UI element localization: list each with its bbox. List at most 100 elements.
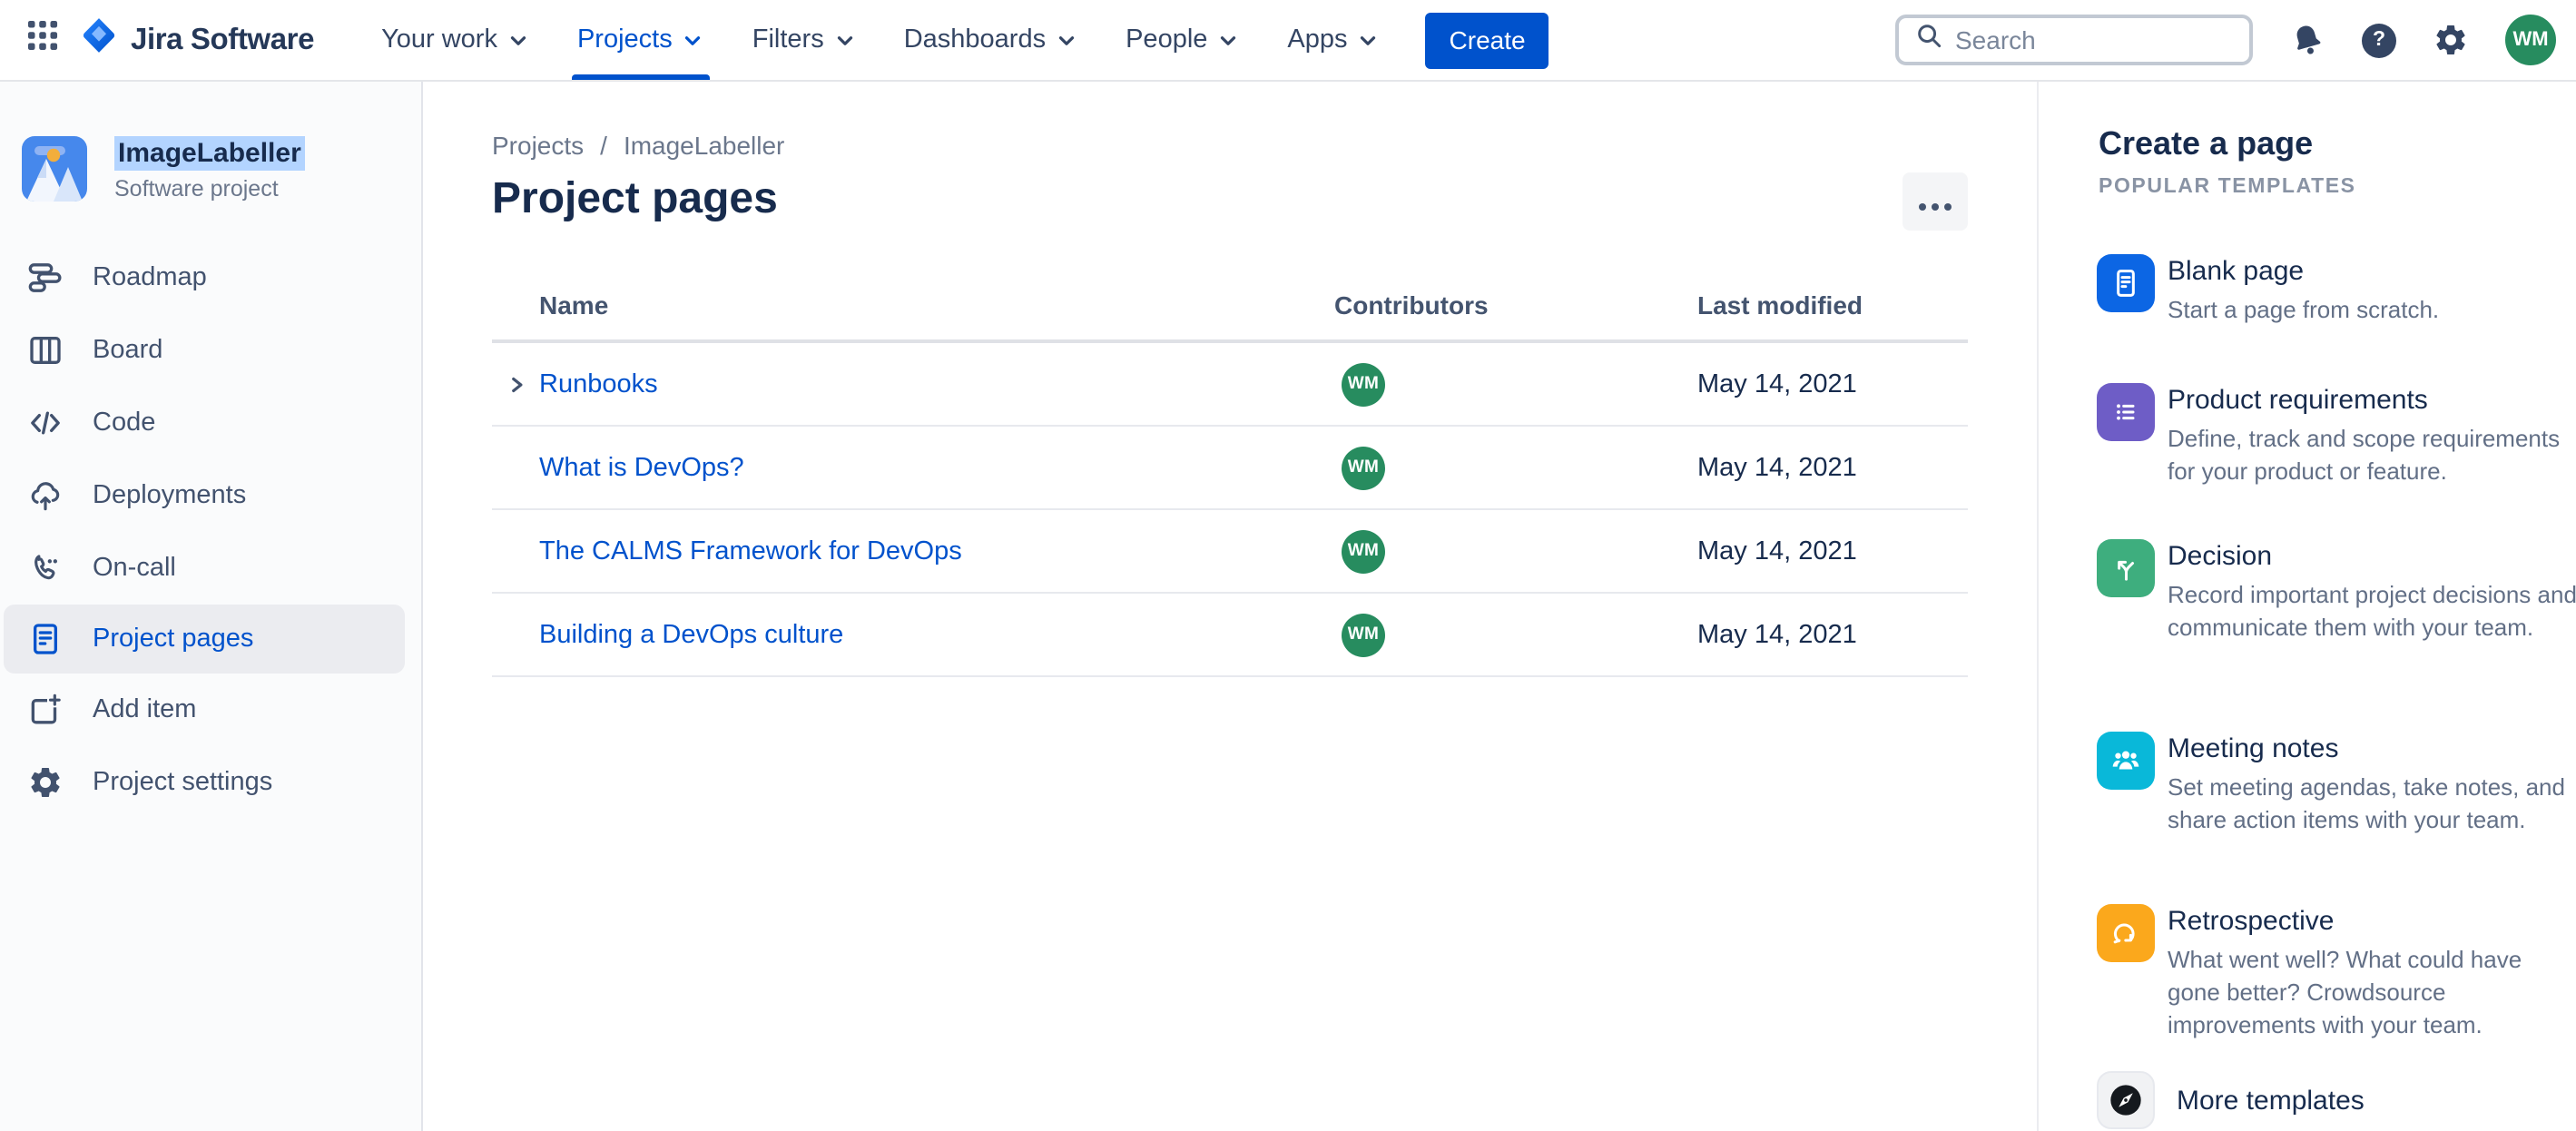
settings-gear-icon[interactable] xyxy=(2433,22,2469,58)
template-decision[interactable]: Decision Record important project decisi… xyxy=(2097,539,2576,644)
menu-label: Projects xyxy=(576,25,673,54)
template-body: Retrospective What went well? What could… xyxy=(2168,904,2576,1042)
search-input[interactable] xyxy=(1955,25,2233,54)
sidebar-item-label: Deployments xyxy=(93,481,247,510)
menu-dashboards[interactable]: Dashboards xyxy=(880,0,1102,80)
name-cell: What is DevOps? xyxy=(492,451,1334,484)
project-type: Software project xyxy=(114,175,279,201)
page-link[interactable]: Building a DevOps culture xyxy=(539,620,844,649)
compass-icon xyxy=(2097,1071,2155,1129)
menu-label: Filters xyxy=(752,25,824,54)
template-name: Product requirements xyxy=(2168,385,2428,416)
sidebar-item-code[interactable]: Code xyxy=(0,387,421,459)
column-header-name: Name xyxy=(539,290,609,320)
menu-projects[interactable]: Projects xyxy=(554,0,729,80)
sidebar-nav: Roadmap Board Code xyxy=(0,241,421,819)
menu-label: Apps xyxy=(1287,25,1348,54)
expand-chevron-icon[interactable] xyxy=(505,372,528,396)
page-link[interactable]: What is DevOps? xyxy=(539,453,744,482)
menu-apps[interactable]: Apps xyxy=(1263,0,1403,80)
chevron-down-icon xyxy=(682,28,705,52)
template-desc: Define, track and scope requirements for… xyxy=(2168,425,2561,485)
create-page-panel: Create a page POPULAR TEMPLATES Blank pa… xyxy=(2037,82,2576,1131)
sidebar-item-label: Code xyxy=(93,408,156,438)
page-link[interactable]: Runbooks xyxy=(539,369,658,398)
requirements-list-icon xyxy=(2097,383,2155,441)
app-switcher-button[interactable] xyxy=(0,20,80,60)
template-body: Decision Record important project decisi… xyxy=(2168,539,2576,644)
more-templates-label: More templates xyxy=(2177,1085,2365,1116)
more-actions-button[interactable] xyxy=(1903,172,1968,231)
contributors-cell: WM xyxy=(1334,446,1697,489)
contributor-avatar: WM xyxy=(1342,613,1385,656)
menu-your-work[interactable]: Your work xyxy=(358,0,554,80)
sidebar-item-label: Roadmap xyxy=(93,263,207,292)
more-templates-button[interactable]: More templates xyxy=(2097,1071,2365,1129)
sidebar-item-project-pages[interactable]: Project pages xyxy=(4,605,405,674)
help-icon[interactable]: ? xyxy=(2362,23,2396,57)
menu-label: People xyxy=(1126,25,1208,54)
menu-filters[interactable]: Filters xyxy=(729,0,880,80)
sidebar-item-label: On-call xyxy=(93,554,176,583)
project-avatar xyxy=(22,136,87,202)
template-name: Meeting notes xyxy=(2168,733,2339,764)
user-avatar[interactable]: WM xyxy=(2505,15,2556,65)
table-row: Runbooks WM May 14, 2021 xyxy=(492,343,1968,427)
project-header: ImageLabeller Software project xyxy=(22,135,399,202)
column-header-contributors: Contributors xyxy=(1334,290,1489,320)
breadcrumb-projects[interactable]: Projects xyxy=(492,131,585,160)
template-meeting-notes[interactable]: Meeting notes Set meeting agendas, take … xyxy=(2097,732,2576,837)
sidebar-item-label: Board xyxy=(93,336,163,365)
panel-title: Create a page xyxy=(2099,125,2314,162)
title-row: Project pages xyxy=(492,172,1968,231)
template-body: Meeting notes Set meeting agendas, take … xyxy=(2168,732,2576,837)
template-product-requirements[interactable]: Product requirements Define, track and s… xyxy=(2097,383,2576,488)
add-item-icon xyxy=(27,692,64,728)
page-link[interactable]: The CALMS Framework for DevOps xyxy=(539,536,962,566)
contributors-cell: WM xyxy=(1334,362,1697,406)
help-glyph: ? xyxy=(2372,29,2386,51)
sidebar-item-oncall[interactable]: On-call xyxy=(0,532,421,605)
sidebar-item-roadmap[interactable]: Roadmap xyxy=(0,241,421,314)
blank-page-icon xyxy=(2097,254,2155,312)
chevron-down-icon xyxy=(1357,28,1381,52)
breadcrumb-imagelabeller[interactable]: ImageLabeller xyxy=(623,131,785,160)
people-group-icon xyxy=(2097,732,2155,790)
create-button[interactable]: Create xyxy=(1425,12,1549,68)
project-sidebar: ImageLabeller Software project Roadmap xyxy=(0,82,423,1131)
template-desc: Start a page from scratch. xyxy=(2168,296,2440,323)
last-modified-cell: May 14, 2021 xyxy=(1697,369,1857,398)
chevron-down-icon xyxy=(833,28,857,52)
menu-label: Your work xyxy=(381,25,497,54)
project-name: ImageLabeller xyxy=(114,135,305,170)
navbar-menu: Your work Projects Filters Dashboards Pe… xyxy=(358,0,1403,80)
table-row: The CALMS Framework for DevOps WM May 14… xyxy=(492,510,1968,594)
template-retrospective[interactable]: Retrospective What went well? What could… xyxy=(2097,904,2576,1042)
popular-templates-label: POPULAR TEMPLATES xyxy=(2099,176,2356,198)
notifications-bell-icon[interactable] xyxy=(2289,22,2325,58)
name-cell: Building a DevOps culture xyxy=(492,618,1334,651)
jira-diamond-icon xyxy=(80,16,118,64)
table-row: Building a DevOps culture WM May 14, 202… xyxy=(492,594,1968,677)
sidebar-item-label: Project settings xyxy=(93,768,273,797)
pages-table: Name Contributors Last modified Runbooks… xyxy=(492,270,1968,677)
sidebar-item-project-settings[interactable]: Project settings xyxy=(0,746,421,819)
template-body: Blank page Start a page from scratch. xyxy=(2168,254,2576,327)
template-name: Retrospective xyxy=(2168,906,2335,937)
table-row: What is DevOps? WM May 14, 2021 xyxy=(492,427,1968,510)
sidebar-item-deployments[interactable]: Deployments xyxy=(0,459,421,532)
sidebar-item-label: Add item xyxy=(93,695,197,724)
project-info: ImageLabeller Software project xyxy=(114,135,305,201)
breadcrumb-separator: / xyxy=(600,131,607,160)
sidebar-item-board[interactable]: Board xyxy=(0,314,421,387)
brand-title: Jira Software xyxy=(131,23,315,55)
template-blank-page[interactable]: Blank page Start a page from scratch. xyxy=(2097,254,2576,327)
gear-icon xyxy=(27,764,64,801)
jira-logo[interactable]: Jira Software xyxy=(80,16,314,64)
menu-people[interactable]: People xyxy=(1102,0,1263,80)
navbar-right: ? WM xyxy=(1895,15,2576,65)
menu-label: Dashboards xyxy=(903,25,1047,54)
roadmap-icon xyxy=(27,260,64,296)
sidebar-item-add-item[interactable]: Add item xyxy=(0,674,421,746)
